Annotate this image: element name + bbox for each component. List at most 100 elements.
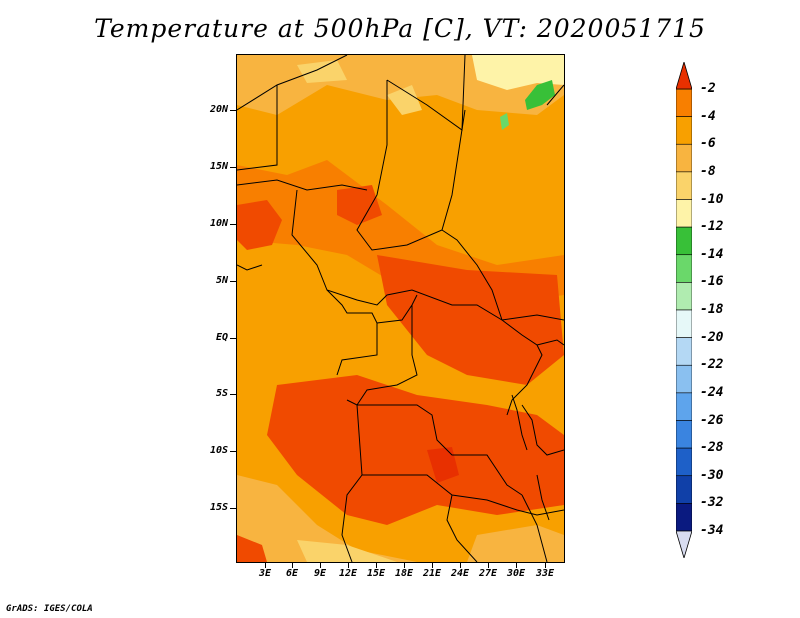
lat-tick-5n bbox=[230, 281, 236, 282]
colorbar-swatch bbox=[676, 171, 692, 200]
lon-tick-18e bbox=[404, 563, 405, 568]
lon-label-30e: 30E bbox=[506, 568, 526, 579]
lake-2 bbox=[536, 474, 550, 521]
colorbar-label: -4 bbox=[700, 108, 716, 124]
field-central-warm bbox=[377, 255, 564, 385]
colorbar-swatch bbox=[676, 475, 692, 504]
colorbar-label: -22 bbox=[700, 357, 724, 373]
lon-label-15e: 15E bbox=[366, 568, 386, 579]
lat-label-15s: 15S bbox=[209, 502, 228, 513]
border-18 bbox=[521, 404, 564, 456]
lat-tick-15n bbox=[230, 167, 236, 168]
lon-tick-33e bbox=[545, 563, 546, 568]
colorbar-swatch bbox=[676, 226, 692, 256]
lat-tick-eq bbox=[230, 338, 236, 339]
field-southwest-pale bbox=[297, 540, 397, 562]
colorbar-label: -6 bbox=[700, 136, 716, 152]
colorbar-swatch bbox=[676, 337, 692, 366]
lon-label-3e: 3E bbox=[258, 568, 272, 579]
field-north-palest bbox=[472, 55, 564, 90]
colorbar-label: -18 bbox=[700, 302, 724, 317]
lat-tick-15s bbox=[230, 508, 236, 509]
colorbar-label: -8 bbox=[700, 163, 716, 179]
lat-label-10n: 10N bbox=[209, 218, 228, 229]
colorbar-label: -30 bbox=[700, 467, 724, 483]
lat-label-10s: 10S bbox=[209, 445, 228, 456]
colorbar-swatch bbox=[676, 420, 692, 449]
colorbar-label: -32 bbox=[700, 495, 724, 511]
field-sahel-warm bbox=[237, 160, 564, 305]
border-11 bbox=[501, 319, 543, 416]
lat-label-20n: 20N bbox=[209, 104, 228, 115]
colorbar-label: -26 bbox=[700, 412, 724, 428]
colorbar-swatch bbox=[676, 88, 692, 117]
field-green-patch-2 bbox=[500, 113, 509, 130]
colorbar-label: -34 bbox=[700, 523, 724, 538]
border-19 bbox=[237, 264, 263, 271]
country-borders bbox=[237, 55, 564, 562]
colorbar-swatch bbox=[676, 392, 692, 421]
field-south-hot bbox=[427, 447, 459, 483]
border-9 bbox=[376, 294, 418, 324]
lon-tick-6e bbox=[292, 563, 293, 568]
map-canvas bbox=[237, 55, 564, 562]
field-north-spots-2 bbox=[297, 60, 347, 83]
colorbar-label: -2 bbox=[700, 81, 716, 96]
lat-label-15n: 15N bbox=[209, 161, 228, 172]
grads-credit: GrADS: IGES/COLA bbox=[6, 604, 93, 614]
field-hotspot-west bbox=[237, 200, 282, 250]
colorbar-swatch bbox=[676, 282, 692, 311]
border-2 bbox=[386, 55, 466, 131]
colorbar-label: -28 bbox=[700, 440, 724, 456]
colorbar-swatches bbox=[676, 88, 692, 532]
colorbar-label: -16 bbox=[700, 274, 724, 290]
field-hotspot-chad bbox=[337, 185, 382, 225]
lat-tick-20n bbox=[230, 110, 236, 111]
border-8 bbox=[326, 289, 378, 376]
lon-label-9e: 9E bbox=[313, 568, 327, 579]
border-14 bbox=[362, 474, 564, 516]
border-4 bbox=[237, 85, 278, 171]
colorbar-label: -24 bbox=[700, 384, 724, 400]
lon-tick-30e bbox=[516, 563, 517, 568]
border-15 bbox=[446, 494, 478, 562]
lon-label-12e: 12E bbox=[338, 568, 358, 579]
colorbar-swatch bbox=[676, 364, 692, 394]
lon-label-33e: 33E bbox=[535, 568, 555, 579]
lon-label-27e: 27E bbox=[478, 568, 498, 579]
lon-tick-27e bbox=[488, 563, 489, 568]
border-1 bbox=[237, 55, 348, 111]
field-south-warm bbox=[267, 375, 564, 525]
lon-tick-9e bbox=[320, 563, 321, 568]
border-13 bbox=[341, 404, 363, 562]
colorbar-label: -12 bbox=[700, 219, 724, 235]
field-southwest-hot bbox=[237, 535, 267, 562]
colorbar-arrow-bottom bbox=[676, 530, 692, 558]
field-southwest-cool bbox=[237, 475, 417, 562]
colorbar-label: -20 bbox=[700, 329, 724, 345]
lon-label-21e: 21E bbox=[422, 568, 442, 579]
colorbar-swatch bbox=[676, 143, 692, 173]
colorbar-swatch bbox=[676, 199, 692, 228]
lon-tick-15e bbox=[376, 563, 377, 568]
colorbar-swatch bbox=[676, 447, 692, 477]
border-17 bbox=[536, 339, 564, 346]
lake-1 bbox=[511, 394, 528, 451]
map-title: Temperature at 500hPa [C], VT: 202005171… bbox=[94, 14, 706, 43]
temperature-map bbox=[236, 54, 565, 563]
colorbar-swatch bbox=[676, 116, 692, 145]
lon-label-18e: 18E bbox=[394, 568, 414, 579]
colorbar-swatch bbox=[676, 309, 692, 338]
field-green-patch bbox=[525, 80, 555, 110]
border-5 bbox=[237, 179, 368, 191]
border-12 bbox=[357, 404, 523, 496]
lat-label-5n: 5N bbox=[215, 275, 228, 286]
lat-tick-10s bbox=[230, 451, 236, 452]
colorbar-swatch bbox=[676, 503, 692, 532]
border-16 bbox=[521, 494, 548, 562]
lat-label-eq: EQ bbox=[215, 332, 228, 343]
border-7 bbox=[441, 229, 503, 321]
colorbar-swatch bbox=[676, 254, 692, 283]
colorbar-label: -10 bbox=[700, 191, 724, 207]
lon-tick-3e bbox=[265, 563, 266, 568]
